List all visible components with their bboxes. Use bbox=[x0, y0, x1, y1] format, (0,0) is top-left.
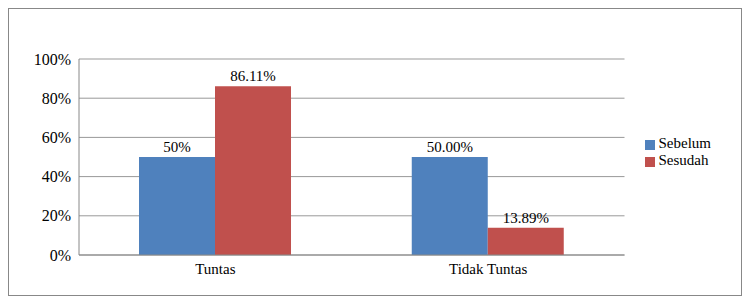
svg-text:Tidak Tuntas: Tidak Tuntas bbox=[449, 261, 527, 277]
svg-text:50.00%: 50.00% bbox=[427, 139, 473, 155]
svg-text:60%: 60% bbox=[42, 129, 71, 146]
svg-text:40%: 40% bbox=[42, 168, 71, 185]
svg-text:0%: 0% bbox=[50, 247, 71, 264]
svg-text:100%: 100% bbox=[34, 51, 71, 68]
html-text:Sebelum: Sebelum bbox=[658, 135, 711, 151]
svg-text:Tuntas: Tuntas bbox=[195, 261, 235, 277]
html-text:Sesudah: Sesudah bbox=[658, 152, 709, 168]
svg-text:86.11%: 86.11% bbox=[230, 68, 276, 84]
svg-text:13.89%: 13.89% bbox=[503, 210, 549, 226]
svg-text:50%: 50% bbox=[163, 139, 191, 155]
svg-text:20%: 20% bbox=[42, 207, 71, 224]
svg-text:80%: 80% bbox=[42, 90, 71, 107]
